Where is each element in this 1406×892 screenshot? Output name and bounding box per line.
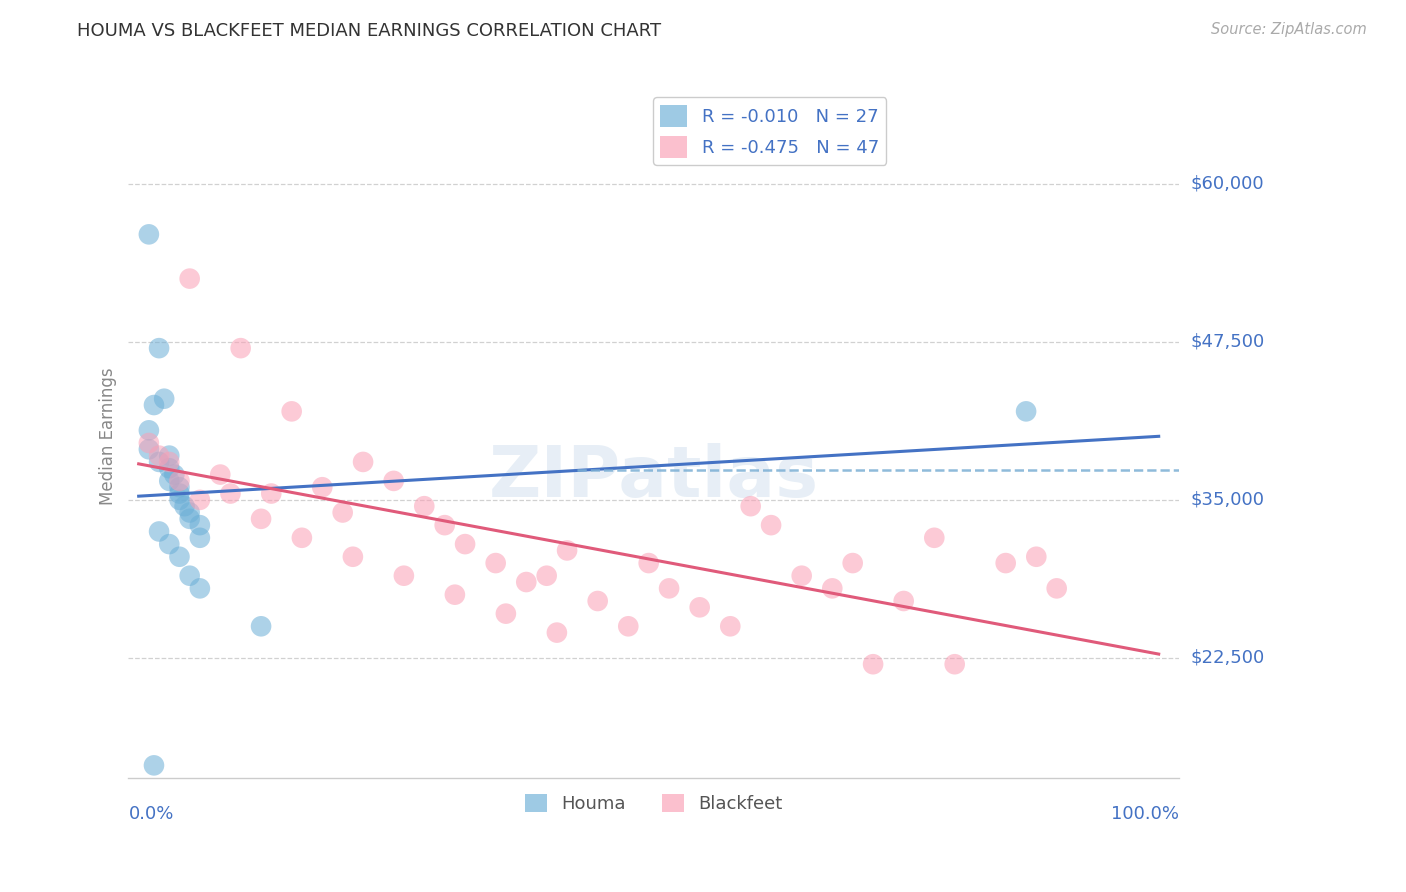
Point	[169, 486, 191, 500]
Point	[311, 480, 333, 494]
Point	[250, 619, 273, 633]
Point	[188, 518, 211, 533]
Point	[352, 455, 374, 469]
Point	[148, 341, 170, 355]
Point	[1025, 549, 1047, 564]
Text: ZIPatlas: ZIPatlas	[489, 443, 818, 512]
Point	[617, 619, 640, 633]
Point	[689, 600, 711, 615]
Point	[153, 392, 176, 406]
Text: $35,000: $35,000	[1191, 491, 1264, 508]
Point	[179, 568, 201, 582]
Point	[555, 543, 578, 558]
Point	[536, 568, 558, 582]
Point	[148, 449, 170, 463]
Point	[994, 556, 1017, 570]
Point	[413, 499, 436, 513]
Point	[138, 227, 160, 242]
Point	[148, 524, 170, 539]
Point	[759, 518, 782, 533]
Point	[173, 499, 195, 513]
Point	[138, 423, 160, 437]
Point	[444, 588, 467, 602]
Point	[280, 404, 302, 418]
Point	[157, 455, 180, 469]
Point	[157, 449, 180, 463]
Point	[148, 455, 170, 469]
Point	[188, 492, 211, 507]
Point	[219, 486, 242, 500]
Point	[138, 442, 160, 457]
Y-axis label: Median Earnings: Median Earnings	[100, 368, 117, 506]
Point	[250, 512, 273, 526]
Point	[157, 461, 180, 475]
Point	[1046, 582, 1069, 596]
Point	[291, 531, 314, 545]
Text: 0.0%: 0.0%	[128, 805, 174, 823]
Point	[169, 480, 191, 494]
Point	[332, 506, 354, 520]
Point	[495, 607, 517, 621]
Text: $22,500: $22,500	[1191, 648, 1264, 667]
Point	[1015, 404, 1038, 418]
Point	[718, 619, 741, 633]
Point	[260, 486, 283, 500]
Point	[454, 537, 477, 551]
Point	[179, 512, 201, 526]
Point	[637, 556, 659, 570]
Point	[841, 556, 863, 570]
Point	[169, 474, 191, 488]
Point	[138, 436, 160, 450]
Point	[188, 582, 211, 596]
Point	[821, 582, 844, 596]
Point	[163, 467, 186, 482]
Point	[382, 474, 405, 488]
Point	[546, 625, 568, 640]
Point	[433, 518, 456, 533]
Point	[143, 758, 166, 772]
Point	[179, 271, 201, 285]
Point	[943, 657, 966, 672]
Legend: Houma, Blackfeet: Houma, Blackfeet	[517, 787, 790, 820]
Point	[485, 556, 508, 570]
Point	[658, 582, 681, 596]
Point	[515, 575, 537, 590]
Text: $60,000: $60,000	[1191, 175, 1264, 193]
Point	[157, 537, 180, 551]
Point	[893, 594, 915, 608]
Text: HOUMA VS BLACKFEET MEDIAN EARNINGS CORRELATION CHART: HOUMA VS BLACKFEET MEDIAN EARNINGS CORRE…	[77, 22, 661, 40]
Point	[229, 341, 252, 355]
Point	[862, 657, 884, 672]
Point	[169, 492, 191, 507]
Text: $47,500: $47,500	[1191, 333, 1264, 351]
Text: Source: ZipAtlas.com: Source: ZipAtlas.com	[1211, 22, 1367, 37]
Point	[790, 568, 813, 582]
Point	[586, 594, 609, 608]
Point	[924, 531, 946, 545]
Point	[157, 474, 180, 488]
Point	[209, 467, 232, 482]
Point	[169, 549, 191, 564]
Point	[392, 568, 415, 582]
Text: 100.0%: 100.0%	[1111, 805, 1180, 823]
Point	[143, 398, 166, 412]
Point	[342, 549, 364, 564]
Point	[179, 506, 201, 520]
Point	[740, 499, 762, 513]
Point	[188, 531, 211, 545]
